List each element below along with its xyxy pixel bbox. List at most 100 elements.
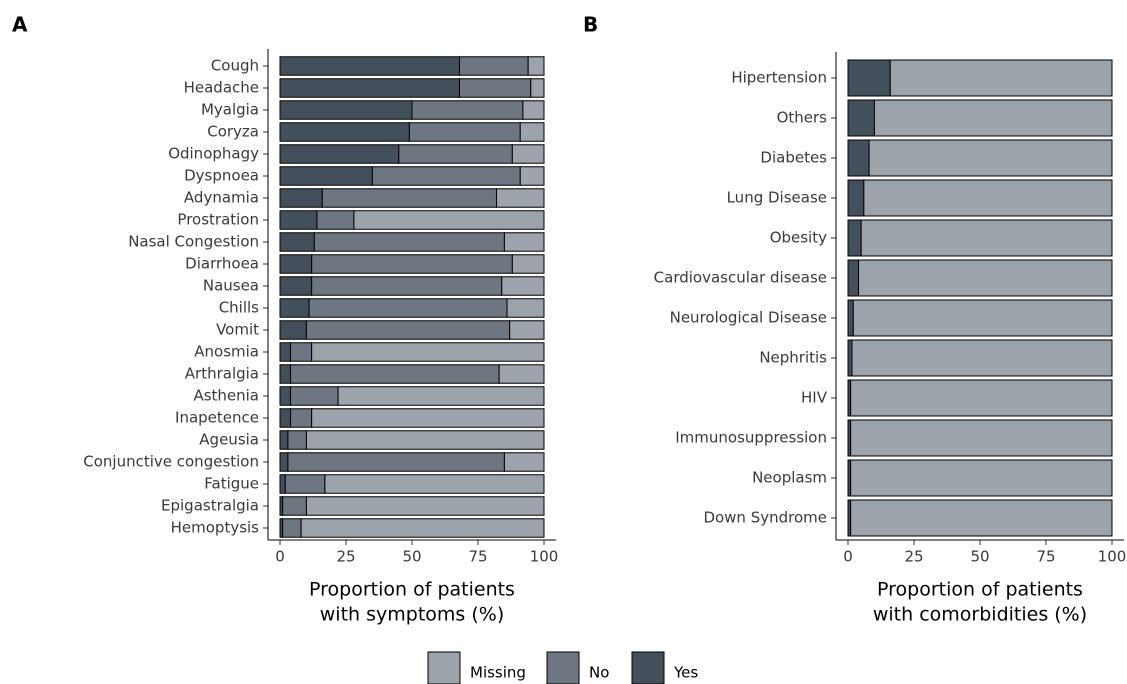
y-tick-label: Inapetence (175, 409, 259, 427)
y-tick-label: Hipertension (731, 69, 827, 87)
bar-segment (868, 139, 1113, 177)
legend-swatch (631, 651, 665, 684)
y-tick-label: Immunosuppression (675, 429, 827, 447)
bar-segment (847, 99, 875, 137)
bar-segment (498, 364, 545, 384)
bar-segment (847, 219, 862, 257)
y-tick-label: Lung Disease (727, 189, 827, 207)
bar-segment (279, 320, 307, 340)
x-axis-title: with symptoms (%) (320, 604, 504, 626)
bar-segment (279, 188, 323, 208)
x-tick-label: 100 (530, 548, 559, 566)
bar-segment (305, 430, 545, 450)
bar-segment (287, 452, 505, 472)
y-tick-label: Headache (184, 79, 259, 97)
bar-segment (503, 232, 545, 252)
bar-segment (279, 122, 410, 142)
bar-segment (411, 100, 524, 120)
panel-label: B (583, 13, 598, 37)
y-tick-label: Fatigue (204, 475, 259, 493)
y-tick-label: Chills (219, 299, 259, 317)
bar-segment (305, 320, 511, 340)
bar-segment (311, 408, 545, 428)
bar-segment (522, 100, 545, 120)
x-tick-label: 50 (402, 548, 421, 566)
bar-segment (308, 298, 508, 318)
bar-segment (279, 298, 310, 318)
legend-label: Missing (470, 664, 526, 682)
bar-segment (324, 474, 545, 494)
bar-segment (459, 56, 529, 76)
y-tick-label: Nasal Congestion (128, 233, 259, 251)
bar-segment (279, 78, 461, 98)
bar-segment (506, 298, 545, 318)
x-tick-label: 25 (904, 548, 923, 566)
y-tick-label: Others (777, 109, 828, 127)
bar-segment (279, 100, 413, 120)
y-tick-label: Nephritis (759, 349, 827, 367)
bar-segment (279, 474, 286, 494)
y-tick-label: Hemoptysis (171, 519, 260, 537)
x-axis-title: with comorbidities (%) (873, 604, 1087, 626)
bar-segment (408, 122, 521, 142)
y-tick-label: Obesity (770, 229, 827, 247)
bar-segment (290, 386, 339, 406)
bar-segment (311, 276, 503, 296)
bar-segment (858, 259, 1113, 297)
bar-segment (279, 408, 292, 428)
bar-segment (316, 210, 355, 230)
bar-segment (290, 364, 500, 384)
bar-segment (287, 430, 307, 450)
y-tick-label: Down Syndrome (703, 509, 827, 527)
bar-segment (511, 144, 545, 164)
bar-segment (279, 452, 289, 472)
y-tick-label: Cardiovascular disease (654, 269, 827, 287)
y-tick-label: Arthralgia (185, 365, 259, 383)
bar-segment (495, 188, 545, 208)
bar-segment (398, 144, 513, 164)
y-tick-label: Myalgia (201, 101, 259, 119)
bar-segment (847, 139, 870, 177)
bar-segment (279, 166, 373, 186)
bar-segment (850, 499, 1113, 537)
bar-segment (279, 56, 461, 76)
bar-segment (850, 459, 1113, 497)
x-tick-label: 75 (468, 548, 487, 566)
bar-segment (279, 342, 292, 362)
bar-segment (511, 254, 545, 274)
y-tick-label: Vomit (216, 321, 259, 339)
legend-swatch (427, 651, 461, 684)
bar-segment (305, 496, 545, 516)
bar-segment (279, 364, 292, 384)
bar-segment (321, 188, 497, 208)
y-tick-label: Cough (211, 57, 259, 75)
y-tick-label: HIV (801, 389, 828, 407)
bar-segment (300, 518, 545, 538)
legend-swatch (546, 651, 580, 684)
y-tick-label: Odinophagy (168, 145, 259, 163)
bar-segment (279, 430, 289, 450)
legend-label: Yes (673, 664, 698, 682)
y-tick-label: Dyspnoea (184, 167, 259, 185)
bar-segment (519, 122, 545, 142)
bar-segment (459, 78, 532, 98)
y-tick-label: Anosmia (194, 343, 259, 361)
bar-segment (279, 144, 400, 164)
bar-segment (282, 518, 302, 538)
bar-segment (527, 56, 545, 76)
bar-segment (284, 474, 326, 494)
bar-segment (850, 419, 1113, 457)
bar-segment (530, 78, 545, 98)
bar-segment (519, 166, 545, 186)
bar-segment (873, 99, 1113, 137)
panel-label: A (12, 13, 28, 37)
y-tick-label: Conjunctive congestion (83, 453, 259, 471)
bar-segment (311, 342, 545, 362)
bar-segment (847, 259, 860, 297)
bar-segment (279, 386, 292, 406)
x-tick-label: 0 (843, 548, 853, 566)
bar-segment (290, 408, 313, 428)
x-axis-title: Proportion of patients (309, 579, 515, 601)
bar-segment (337, 386, 545, 406)
